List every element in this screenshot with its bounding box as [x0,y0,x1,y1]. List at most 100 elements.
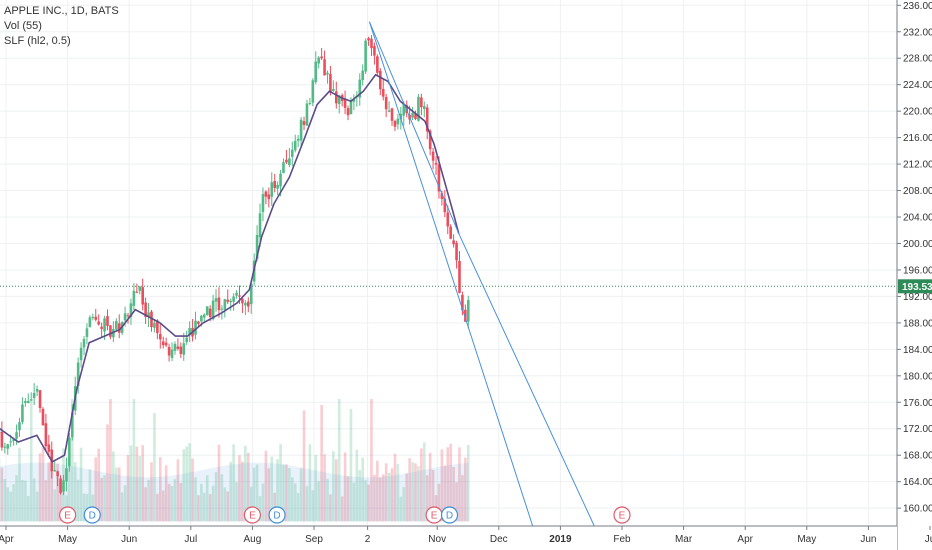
volume-bar [59,490,62,522]
price-tick-label: 224.00 [903,80,932,91]
earnings-marker-circle [613,506,631,524]
candle-body [446,212,450,227]
time-axis[interactable]: Apr May Jun Jul Aug Sep 2 Nov Dec 2019 Feb Mar Apr Ma… [0,525,932,550]
candle-body [12,439,15,442]
candle-body [241,298,244,304]
volume-bar [317,481,320,522]
candle-body [232,296,235,302]
volume-bar [141,445,144,522]
volume-bar [29,398,33,522]
candle-body [414,113,417,119]
dividend-marker[interactable]: D [268,506,286,524]
trend-line[interactable] [368,21,534,527]
candle-body [59,478,62,493]
candle-body [449,226,452,239]
event-marker-label: E [64,511,71,522]
candle-body [94,316,98,320]
dividend-marker[interactable]: D [83,506,101,524]
volume-bar [202,492,206,522]
candle-body [320,56,323,59]
price-tick-label: 204.00 [903,213,932,224]
time-tick-label: Apr [0,534,14,545]
volume-bar [126,455,130,522]
last-price-tag[interactable] [898,279,932,294]
volume-bar [417,466,420,522]
candle-body [235,292,238,296]
candle-body [378,70,382,90]
legend-indicator[interactable]: SLF (hl2, 0.5) [4,35,71,47]
volume-bar [334,459,338,522]
candle-body [188,328,191,336]
volume-bar [85,493,89,522]
earnings-marker[interactable]: E [243,506,261,524]
volume-bar [114,467,118,522]
volume-bar [464,457,467,522]
volume-bar [47,462,51,522]
volume-bar [276,459,279,522]
price-tick-label: 160.00 [903,504,932,515]
candle-body [279,173,282,187]
trend-line[interactable] [458,233,595,527]
candle-body [329,73,332,92]
earnings-marker[interactable]: E [613,506,631,524]
volume-bar [38,453,42,522]
price-tick-label: 208.00 [903,186,932,197]
volume-bar [241,461,244,522]
candle-body [273,181,276,188]
volume-bar [123,485,127,522]
dividend-marker[interactable]: D [440,506,459,524]
volume-bar [305,486,309,522]
candle-body [197,321,200,324]
candle-body [346,108,350,116]
price-tick-label: 212.00 [903,160,932,171]
candle-body [420,97,423,108]
volume-bar [106,424,109,522]
candle-body [443,198,447,213]
volume-bar [232,444,235,522]
volume-bar [411,462,414,522]
volume-bar [378,477,382,522]
earnings-marker[interactable]: E [425,506,443,524]
candle-body [455,243,458,261]
volume-bar [73,462,77,522]
legend-volume[interactable]: Vol (55) [4,20,42,32]
price-axis[interactable]: 160.00 164.00 168.00 172.00 176.00 180.00 184.… [896,0,932,550]
earnings-marker-circle [58,506,77,524]
volume-bar [194,477,197,522]
volume-bars [0,398,470,522]
volume-bar [302,410,306,522]
volume-bar [329,494,332,522]
candle-body [452,240,455,245]
candle-body [220,308,224,310]
candle-body [176,346,180,349]
trend-lines[interactable] [368,21,595,527]
volume-bar [255,464,259,522]
trend-line[interactable] [368,21,460,234]
candle-body [323,59,326,76]
price-tick-label: 180.00 [903,371,932,382]
candle-body [35,388,39,392]
candle-body [367,38,370,41]
volume-bar [161,490,165,522]
earnings-marker[interactable]: E [58,506,77,524]
candle-body [296,138,300,141]
slf-line [0,73,460,463]
volume-bar [246,452,250,522]
candle-body [9,441,12,443]
volume-bar [120,492,124,522]
candle-body [464,309,467,322]
volume-bar [173,479,177,522]
volume-bar [393,453,397,522]
candle-body [302,121,306,125]
candle-body [41,408,45,426]
candle-body [170,349,174,358]
time-tick-label: 2 [365,534,371,545]
volume-bar [188,443,191,522]
time-tick-label: May [58,534,77,545]
legend-symbol[interactable]: APPLE INC., 1D, BATS [4,5,119,17]
volume-bar [26,495,30,522]
candle-body [32,392,36,398]
volume-bar [156,493,159,522]
